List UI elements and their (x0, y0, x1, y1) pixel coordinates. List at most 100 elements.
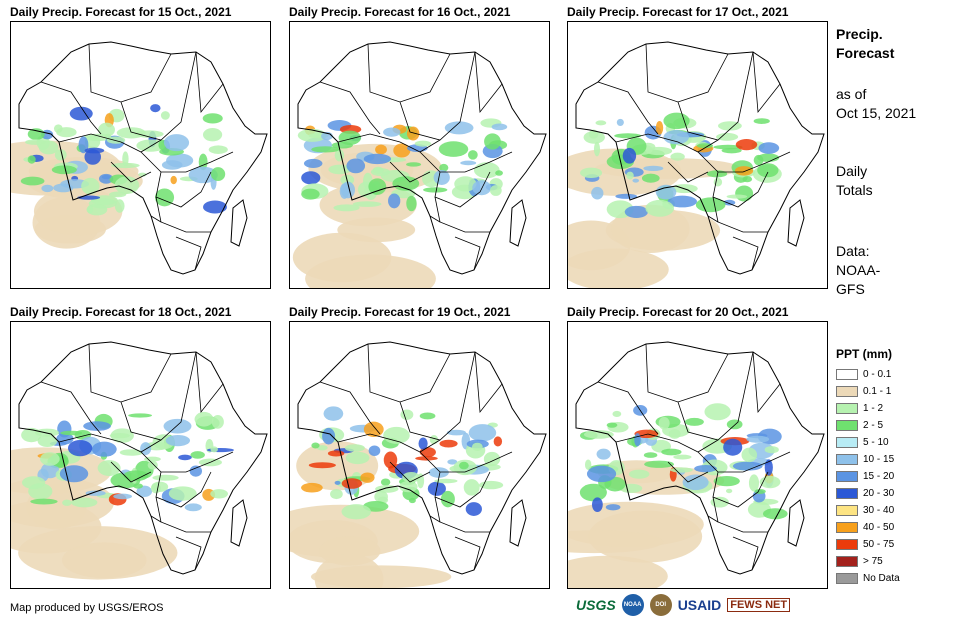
country-border (615, 133, 719, 153)
country-border (597, 381, 659, 435)
country-border (429, 215, 441, 223)
country-border (367, 343, 451, 403)
madagascar-outline (509, 199, 527, 247)
rain-cell (735, 185, 754, 202)
rain-cell (59, 465, 89, 483)
country-border (319, 381, 381, 435)
rain-cell (84, 147, 105, 154)
country-border (429, 515, 441, 523)
rain-cell (440, 490, 455, 508)
usaid-logo: USAID (677, 597, 722, 613)
rain-cell (439, 439, 458, 448)
rain-cell (119, 449, 144, 456)
legend-swatch (836, 488, 858, 499)
rain-cell (168, 486, 197, 501)
legend: PPT (mm) 0 - 0.1 0.1 - 1 1 - 2 2 - 5 5 - 10 1… (836, 347, 900, 587)
country-border (155, 471, 212, 508)
rain-cell (151, 481, 169, 493)
rain-cell (465, 502, 482, 516)
africa-map (11, 41, 268, 275)
rain-cell (670, 152, 685, 161)
rain-cell (352, 201, 382, 207)
legend-swatch (836, 420, 858, 431)
rain-cell (98, 122, 115, 137)
rain-cell (579, 483, 607, 502)
rain-cell (645, 199, 675, 217)
legend-swatch (836, 471, 858, 482)
rain-cell (495, 170, 503, 176)
country-border (155, 196, 211, 233)
rain-cell (87, 205, 94, 214)
rain-cell (147, 460, 158, 470)
rain-cell (661, 448, 682, 456)
rain-cell (484, 133, 501, 150)
country-border (110, 161, 152, 183)
data-source: Data: NOAA- GFS (836, 242, 880, 299)
rain-cell (748, 474, 760, 492)
rain-cell (38, 140, 59, 155)
rain-cell (184, 503, 202, 512)
country-border (150, 215, 162, 223)
rain-cell (311, 146, 340, 153)
rain-cell (619, 483, 643, 494)
rain-cell (202, 113, 223, 124)
legend-swatch (836, 556, 858, 567)
country-border (40, 381, 102, 435)
legend-item: 5 - 10 (836, 434, 900, 451)
coastline (18, 41, 268, 275)
rain-cell (468, 424, 497, 442)
rain-cell (713, 177, 723, 187)
rain-cell (372, 166, 384, 175)
rain-cell (644, 460, 675, 468)
rain-cell (591, 497, 603, 512)
rain-cell (491, 123, 508, 131)
country-border (140, 451, 234, 473)
dry-area (305, 254, 436, 288)
rain-cell (122, 151, 129, 167)
country-border (88, 343, 172, 403)
rain-cell (375, 144, 387, 155)
dry-area (568, 530, 664, 554)
legend-item: No Data (836, 570, 900, 587)
rain-cell (406, 162, 422, 167)
rain-cell (211, 414, 224, 429)
rain-cell (694, 464, 717, 473)
panel-title-3: Daily Precip. Forecast for 17 Oct., 2021 (567, 5, 789, 19)
country-border (88, 43, 172, 103)
country-border (140, 151, 234, 173)
rain-cell (742, 176, 753, 183)
rain-cell (643, 165, 664, 171)
rain-cell (682, 474, 709, 491)
rain-cell (658, 416, 670, 430)
legend-item: 20 - 30 (836, 485, 900, 502)
legend-label: No Data (863, 573, 900, 584)
as-of-label: as of (836, 86, 867, 102)
dry-area (568, 248, 669, 288)
rain-cell (721, 147, 742, 154)
rain-cell (433, 170, 450, 186)
rain-cell (753, 154, 764, 166)
rain-cell (741, 447, 758, 463)
rain-cell (668, 429, 681, 439)
rain-cell (161, 160, 183, 170)
country-border (677, 351, 754, 441)
rain-cell (406, 195, 417, 212)
madagascar-outline (230, 499, 248, 547)
rain-cell (210, 167, 226, 182)
legend-swatch (836, 573, 858, 584)
legend-rows: 0 - 0.1 0.1 - 1 1 - 2 2 - 5 5 - 10 10 - 15 15 … (836, 366, 900, 587)
rain-cell (330, 489, 343, 500)
legend-item: 0 - 0.1 (836, 366, 900, 383)
rain-cell (128, 413, 152, 418)
rain-cell (333, 204, 360, 212)
rain-cell (580, 167, 603, 179)
rain-cell (37, 434, 58, 447)
rain-cell (643, 452, 658, 458)
legend-label: 20 - 30 (863, 488, 895, 499)
rain-cell (136, 485, 153, 498)
rain-cell (586, 465, 617, 483)
rain-cell (346, 158, 366, 174)
rain-cell (762, 508, 788, 520)
rain-cell (591, 186, 604, 200)
country-border (712, 196, 768, 233)
